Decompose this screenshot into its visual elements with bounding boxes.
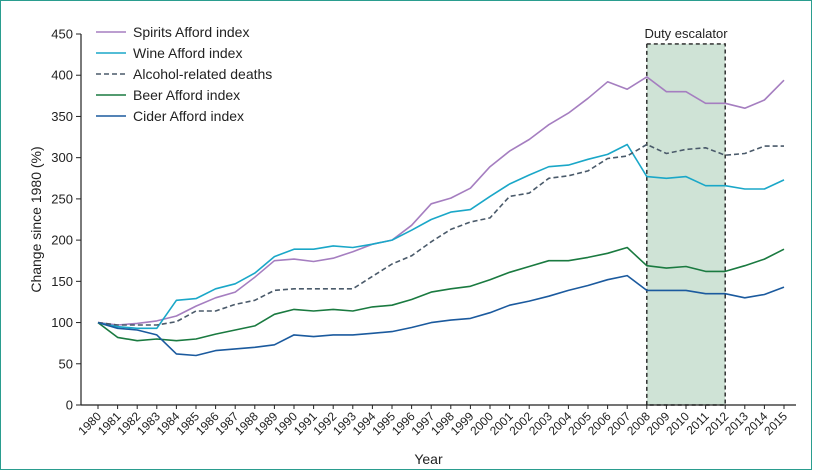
x-tick-label: 2015 xyxy=(761,409,790,438)
y-tick-label: 400 xyxy=(51,68,73,83)
series-line-cider-afford-index xyxy=(97,274,785,357)
y-tick-label: 100 xyxy=(51,315,73,330)
y-tick-label: 450 xyxy=(51,27,73,42)
series-line-spirits-afford-index xyxy=(97,76,785,326)
y-tick-label: 250 xyxy=(51,191,73,206)
duty-escalator-band xyxy=(646,43,726,406)
legend-label: Beer Afford index xyxy=(133,87,240,103)
x-axis-label: Year xyxy=(414,451,443,467)
legend-label: Cider Afford index xyxy=(133,108,244,124)
y-axis-label: Change since 1980 (%) xyxy=(28,146,44,292)
y-tick-label: 200 xyxy=(51,233,73,248)
y-tick-label: 350 xyxy=(51,109,73,124)
legend-label: Alcohol-related deaths xyxy=(133,66,272,82)
y-tick-label: 300 xyxy=(51,150,73,165)
legend-label: Wine Afford index xyxy=(133,45,242,61)
y-tick-label: 50 xyxy=(59,356,73,371)
y-tick-label: 0 xyxy=(66,398,73,413)
duty-escalator-label: Duty escalator xyxy=(644,26,728,41)
series-line-beer-afford-index xyxy=(97,246,785,342)
y-tick-label: 150 xyxy=(51,274,73,289)
series-line-wine-afford-index xyxy=(97,143,785,330)
legend-label: Spirits Afford index xyxy=(133,24,249,40)
